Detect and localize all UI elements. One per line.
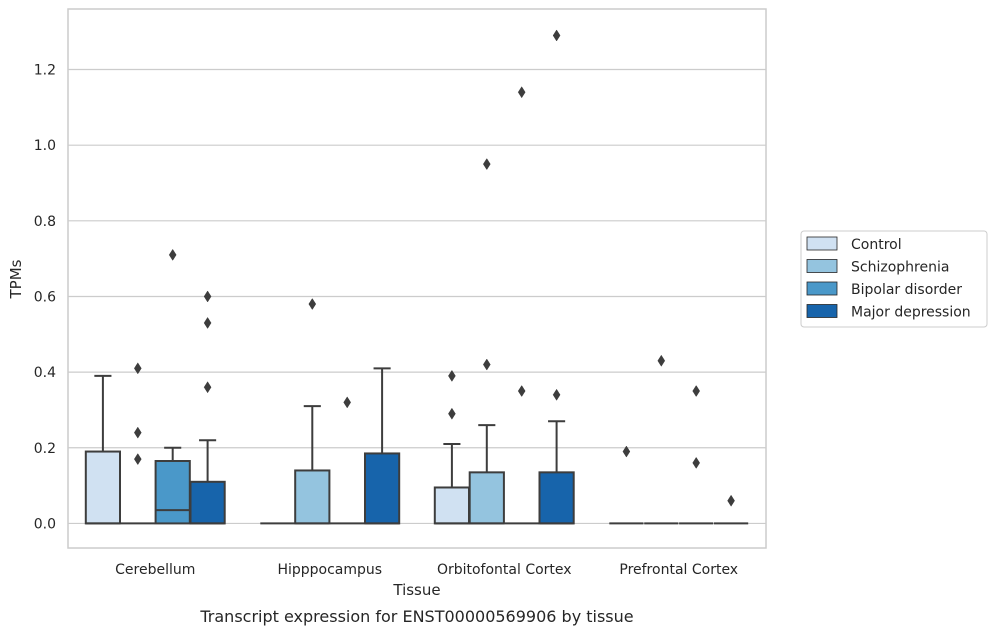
- box-group: [189, 290, 226, 525]
- legend-label: Bipolar disorder: [851, 282, 962, 298]
- box-marks: [84, 29, 749, 525]
- outlier-point: [134, 426, 142, 439]
- y-tick-label: 1.2: [34, 63, 56, 79]
- box-group: [84, 374, 122, 525]
- box-group: [609, 445, 644, 525]
- box-group: [330, 396, 365, 525]
- box: [154, 460, 191, 525]
- x-tick-labels: Cerebellum Hipppocampus Orbitofontal Corte…: [115, 562, 738, 578]
- y-tick-label: 0.6: [34, 289, 56, 305]
- x-tick-label: Cerebellum: [115, 562, 195, 578]
- outlier-point: [727, 494, 735, 507]
- box-group: [538, 29, 575, 525]
- gridlines: [68, 68, 766, 525]
- box-group: [120, 362, 155, 525]
- plot-area: [67, 8, 767, 549]
- box: [538, 471, 575, 525]
- legend-swatch: [806, 236, 838, 251]
- box-group: [294, 298, 331, 525]
- figure-caption: Transcript expression for ENST0000056990…: [199, 607, 633, 626]
- outlier-point: [203, 316, 212, 329]
- legend-swatch: [806, 304, 838, 318]
- legend-swatch: [806, 281, 838, 296]
- outlier-point: [134, 453, 142, 466]
- box-group: [679, 385, 714, 525]
- x-axis-title: Tissue: [392, 581, 440, 599]
- legend-label: Major depression: [851, 305, 971, 321]
- box-group: [154, 248, 191, 525]
- outlier-point: [692, 456, 700, 469]
- outlier-point: [483, 158, 491, 171]
- outlier-point: [448, 369, 456, 382]
- outlier-point: [622, 445, 631, 458]
- y-tick-label: 0.2: [34, 441, 56, 457]
- outlier-point: [308, 298, 317, 310]
- x-tick-label: Hipppocampus: [277, 562, 382, 578]
- y-axis-title: TPMs: [7, 259, 25, 299]
- legend-label: Schizophrenia: [851, 260, 949, 276]
- outlier-point: [483, 358, 491, 371]
- outlier-point: [552, 29, 561, 42]
- box: [84, 450, 122, 525]
- box-group: [363, 367, 401, 525]
- box-group: [468, 158, 505, 525]
- outlier-point: [517, 385, 526, 397]
- outlier-point: [168, 248, 177, 261]
- outlier-point: [657, 354, 666, 367]
- x-tick-label: Prefrontal Cortex: [619, 562, 738, 578]
- box-group: [504, 86, 539, 525]
- y-tick-label: 1.0: [34, 138, 56, 154]
- box-group: [644, 354, 679, 525]
- outlier-point: [134, 362, 142, 375]
- legend-frame: [800, 230, 988, 328]
- box: [363, 452, 401, 525]
- y-tick-labels: 0.0 0.2 0.4 0.6 0.8 1.0 1.2: [34, 63, 56, 533]
- outlier-point: [552, 388, 561, 401]
- box: [433, 486, 471, 525]
- outlier-point: [448, 407, 456, 420]
- y-tick-label: 0.4: [34, 365, 56, 381]
- outlier-point: [203, 381, 212, 394]
- y-tick-label: 0.0: [34, 516, 56, 532]
- outlier-point: [343, 396, 351, 409]
- legend-label: Control: [851, 237, 902, 253]
- legend: Control Schizophrenia Bipolar disorder Majo…: [800, 230, 988, 328]
- box: [189, 480, 226, 525]
- box-group: [433, 369, 471, 525]
- y-tick-label: 0.8: [34, 214, 56, 230]
- box: [294, 469, 331, 525]
- outlier-point: [692, 385, 700, 397]
- x-tick-label: Orbitofontal Cortex: [437, 562, 572, 578]
- outlier-point: [203, 290, 212, 303]
- box: [468, 471, 505, 525]
- box-group: [713, 494, 749, 525]
- outlier-point: [517, 86, 526, 99]
- legend-swatch: [806, 259, 838, 273]
